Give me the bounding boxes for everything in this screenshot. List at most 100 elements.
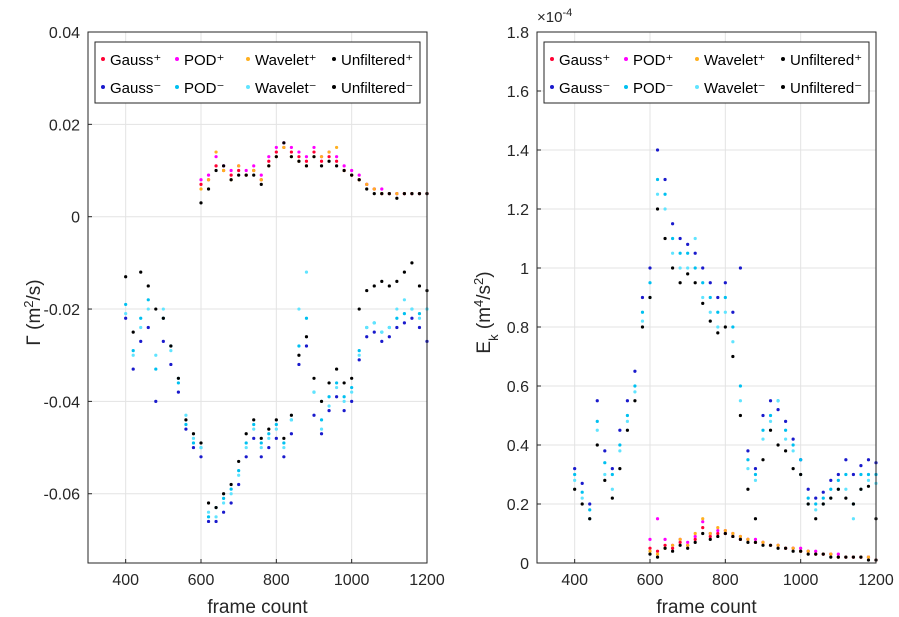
scatter-point: [648, 552, 652, 556]
scatter-point: [791, 437, 795, 441]
scatter-point: [663, 177, 667, 182]
legend-marker: [624, 57, 628, 61]
scatter-point: [799, 546, 803, 550]
legend-box: [543, 41, 870, 104]
scatter-point: [648, 537, 652, 542]
scatter-point: [357, 353, 361, 357]
scatter-point: [610, 467, 614, 471]
scatter-point: [350, 376, 354, 380]
scatter-point: [768, 543, 773, 547]
y-tick-label: 0.2: [507, 497, 529, 514]
scatter-point: [776, 399, 780, 403]
scatter-point: [267, 432, 271, 436]
legend-marker: [246, 57, 250, 61]
legend-label: Unfiltered⁺: [341, 52, 413, 69]
scatter-point: [580, 481, 584, 485]
scatter-point: [693, 531, 697, 536]
scatter-point: [282, 441, 286, 445]
scatter-point: [237, 473, 241, 477]
scatter-point: [252, 168, 256, 173]
scatter-point: [169, 344, 173, 348]
scatter-point: [146, 298, 150, 302]
scatter-point: [648, 281, 652, 285]
scatter-point: [693, 537, 697, 542]
x-tick-label: 400: [112, 572, 139, 589]
scatter-point: [610, 472, 614, 477]
scatter-point: [395, 192, 399, 196]
scatter-point: [829, 496, 833, 500]
scatter-point: [799, 472, 803, 477]
scatter-point: [289, 418, 293, 422]
y-axis-label: Γ (m2/s): [21, 279, 46, 345]
scatter-point: [417, 192, 422, 196]
scatter-point: [267, 155, 271, 159]
scatter-point: [784, 546, 788, 550]
scatter-point: [640, 310, 645, 314]
scatter-point: [716, 528, 720, 533]
scatter-point: [327, 409, 331, 413]
scatter-point: [716, 526, 720, 530]
scatter-point: [625, 399, 630, 403]
scatter-point: [866, 472, 871, 477]
scatter-point: [282, 445, 286, 450]
scatter-point: [244, 173, 248, 177]
scatter-point: [671, 251, 675, 255]
scatter-point: [229, 482, 233, 487]
scatter-point: [402, 312, 406, 316]
scatter-point: [244, 445, 248, 450]
scatter-point: [866, 558, 871, 562]
axes-box: [87, 31, 428, 564]
legend: Gauss⁺ POD⁺ Wavelet⁺ Unfiltered⁺ Gauss⁻ POD⁻ W…: [543, 41, 870, 104]
scatter-point: [738, 413, 743, 418]
scatter-point: [312, 376, 316, 380]
scatter-point: [655, 549, 660, 553]
scatter-point: [671, 222, 675, 226]
scatter-point: [237, 469, 241, 473]
scatter-point: [259, 445, 263, 450]
x-tick-label: 1200: [409, 572, 445, 589]
scatter-point: [859, 555, 863, 559]
scatter-point: [131, 353, 135, 357]
scatter-point: [655, 177, 660, 182]
scatter-point: [723, 295, 727, 300]
legend-marker: [175, 57, 179, 61]
scatter-point: [289, 413, 293, 417]
x-tick-label: 600: [637, 572, 664, 589]
scatter-point: [844, 458, 848, 462]
scatter-point: [595, 419, 599, 423]
y-axis-label-part: /s: [474, 285, 495, 300]
scatter-point: [289, 432, 293, 436]
scatter-point: [738, 399, 743, 403]
scatter-point: [169, 349, 173, 353]
scatter-point: [731, 310, 735, 314]
scatter-point: [199, 455, 203, 459]
scatter-point: [814, 517, 818, 521]
y-tick-label: 1.4: [507, 143, 529, 160]
scatter-point: [274, 422, 278, 427]
scatter-point: [776, 408, 780, 412]
scatter-point: [678, 236, 682, 241]
scatter-point: [746, 540, 750, 544]
scatter-point: [686, 242, 690, 246]
scatter-point: [161, 339, 165, 343]
scatter-point: [671, 543, 675, 547]
scatter-point: [663, 537, 667, 542]
scatter-point: [686, 546, 690, 550]
y-tick-label: 1.2: [507, 202, 529, 219]
scatter-point: [723, 310, 727, 314]
scatter-point: [814, 552, 818, 556]
y-axis-label-part: Γ (m: [24, 308, 45, 346]
scatter-point: [244, 455, 248, 459]
scatter-point: [237, 164, 241, 168]
scatter-point: [410, 307, 414, 311]
scatter-point: [776, 543, 780, 547]
scatter-point: [663, 236, 667, 241]
scatter-point: [214, 164, 218, 168]
scatter-point: [588, 502, 592, 506]
scatter-point: [365, 325, 369, 330]
scatter-point: [206, 519, 211, 524]
scatter-point: [776, 546, 780, 550]
scatter-point: [671, 236, 675, 241]
scatter-point: [146, 307, 150, 311]
y-axis-label-part: k: [486, 334, 501, 341]
